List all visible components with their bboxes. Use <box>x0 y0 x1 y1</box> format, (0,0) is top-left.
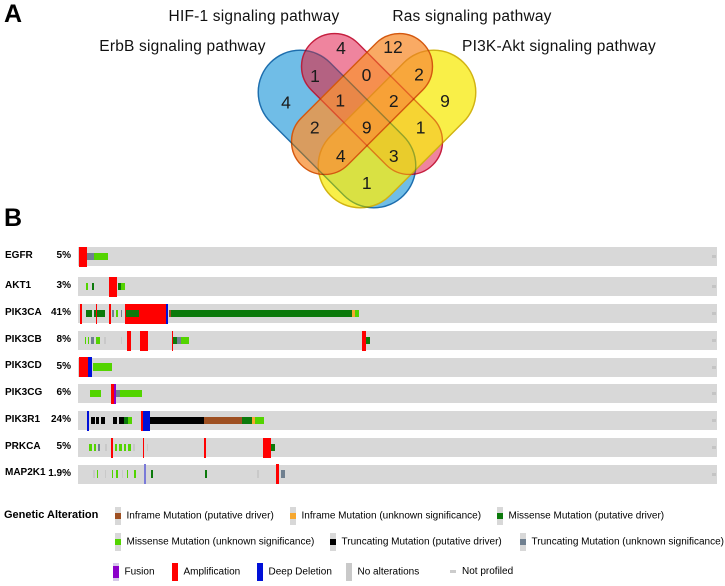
svg-text:PI3K-Akt signaling pathway: PI3K-Akt signaling pathway <box>462 38 656 55</box>
svg-text:12: 12 <box>383 37 402 57</box>
svg-text:4: 4 <box>281 93 291 113</box>
svg-text:ErbB signaling pathway: ErbB signaling pathway <box>99 38 265 55</box>
svg-text:1: 1 <box>362 173 372 193</box>
svg-text:4: 4 <box>336 38 346 58</box>
svg-text:1: 1 <box>310 66 320 86</box>
svg-text:Ras signaling pathway: Ras signaling pathway <box>392 8 551 25</box>
svg-text:3: 3 <box>389 146 399 166</box>
svg-text:1: 1 <box>335 91 345 111</box>
svg-text:9: 9 <box>362 118 372 138</box>
svg-text:2: 2 <box>389 91 399 111</box>
svg-text:9: 9 <box>440 91 450 111</box>
svg-text:1: 1 <box>416 118 426 138</box>
svg-text:HIF-1 signaling pathway: HIF-1 signaling pathway <box>169 8 340 25</box>
svg-text:2: 2 <box>414 65 424 85</box>
svg-text:4: 4 <box>336 146 346 166</box>
svg-text:2: 2 <box>310 118 320 138</box>
svg-text:0: 0 <box>362 65 372 85</box>
